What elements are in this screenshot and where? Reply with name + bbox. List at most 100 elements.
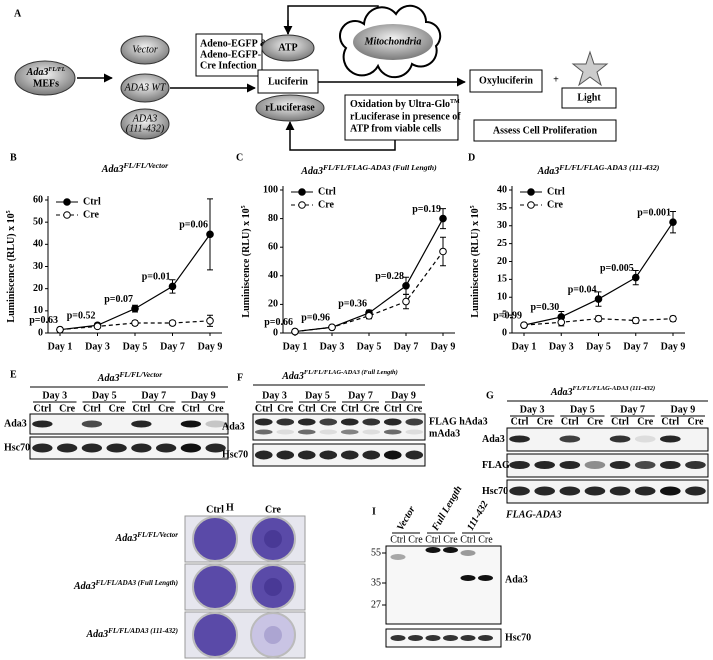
marker [328,323,336,332]
y-tick-label: 50 [33,216,43,227]
label: Ada3FL/FL/FLAG-ADA3 (111-432) [537,163,660,178]
band [340,418,359,426]
label-main: Ada3 [537,166,560,177]
luciferin-label: Luciferin [268,76,308,87]
infection-box [195,33,263,77]
plus: + [553,74,559,85]
infection-text: Adeno-EGFP- [200,49,261,60]
band [383,429,402,435]
label: Ada3FL/FL/Vector [97,370,163,385]
legend-label: Ctrl [83,196,101,207]
lane-label: Ctrl [384,403,402,414]
marker [206,317,214,325]
column-label: Cre [265,504,281,515]
x-tick-label: Day 1 [512,341,537,352]
y-axis-label: Luminiscence (RLU) x 105 [470,205,481,317]
band [478,575,493,581]
day-label: Day 5 [92,390,117,401]
p-value: p=0.96 [301,313,330,324]
row-label: Hsc70 [482,486,508,497]
band [405,418,424,426]
day-label: Day 9 [671,404,696,415]
oxidation-text: ATP from viable cells [350,123,441,134]
marker [291,327,299,336]
panel-label: A [14,8,22,19]
legend-marker [527,188,535,196]
panel-label: I [372,506,376,517]
band [362,418,381,426]
row-label: FLAG [482,460,510,471]
marker [131,319,139,327]
x-tick-label: Day 7 [394,341,419,352]
series-line [294,251,444,333]
x-tick-label: Day 1 [283,341,308,352]
infection-text: Adeno-EGFP & [200,38,268,49]
band [660,435,681,443]
lane-label: Ctrl [561,416,579,427]
y-tick-label: 60 [268,241,278,252]
y-axis-label-sup: 5 [470,205,476,208]
light-box [561,87,617,109]
lane-label: Cre [363,403,379,414]
lane-label: Ctrl [298,403,316,414]
row-label: Ada3 [482,434,505,445]
y-tick-label: 40 [497,184,507,195]
day-label: Day 7 [141,390,166,401]
lane-label: Cre [637,416,653,427]
blot-strip [385,545,502,625]
column-label: Ctrl [206,504,224,515]
plate-center [264,626,282,644]
y-tick-label: 20 [33,283,43,294]
y-axis-label: Luminiscence (RLU) x 105 [6,210,17,322]
construct-label: Vector [132,44,158,55]
band [509,435,530,443]
lane-label: Cre [158,403,174,414]
lane-label: Cre [208,403,224,414]
marker [56,325,64,334]
label-main: Ada3 [281,371,304,382]
y-tick-label: 20 [268,299,278,310]
x-tick-label: Day 5 [586,341,611,352]
label-sup: FL/FL/FLAG-ADA3 (Full Length) [323,163,437,172]
lane-label: Ctrl [425,534,441,545]
legend-marker [63,211,71,219]
band [383,418,402,426]
lane-label: Ctrl [341,403,359,414]
x-tick-label: Day 3 [85,341,110,352]
lane-label: Cre [406,403,422,414]
atp-ellipse [261,34,315,62]
day-label: Day 3 [42,390,67,401]
lane-label: Ctrl [255,403,273,414]
label-sup: FL/FL/Vector [119,370,162,379]
band [634,486,656,496]
group-label: Vector [395,504,418,532]
marker [669,218,677,226]
band [405,450,424,460]
mef-label: MEFs [33,78,59,89]
band [609,486,631,496]
lane-label: Ctrl [83,403,101,414]
y-tick-label: 0 [273,327,278,338]
y-tick-label: 40 [33,239,43,250]
band [106,443,127,453]
lane-label: Ctrl [460,534,476,545]
lane-label: Ctrl [511,416,529,427]
band [408,635,423,641]
label: Ada3FL/FL/FLAG-ADA3 (Full Length) [300,163,437,178]
band [584,486,606,496]
blot-strip [506,453,709,478]
p-value: p=0.52 [67,311,96,322]
band [254,429,273,435]
assess-label: Assess Cell Proliferation [493,125,598,136]
plate [250,612,296,658]
band [319,418,338,426]
x-tick-label: Day 9 [198,341,223,352]
marker [594,314,603,323]
y-tick-label: 35 [497,202,507,213]
plate [192,516,238,562]
blot-strip [506,427,709,452]
band [660,486,681,496]
band [478,635,493,641]
panel-label: C [236,152,243,163]
row-label: Ada3 [222,421,245,432]
